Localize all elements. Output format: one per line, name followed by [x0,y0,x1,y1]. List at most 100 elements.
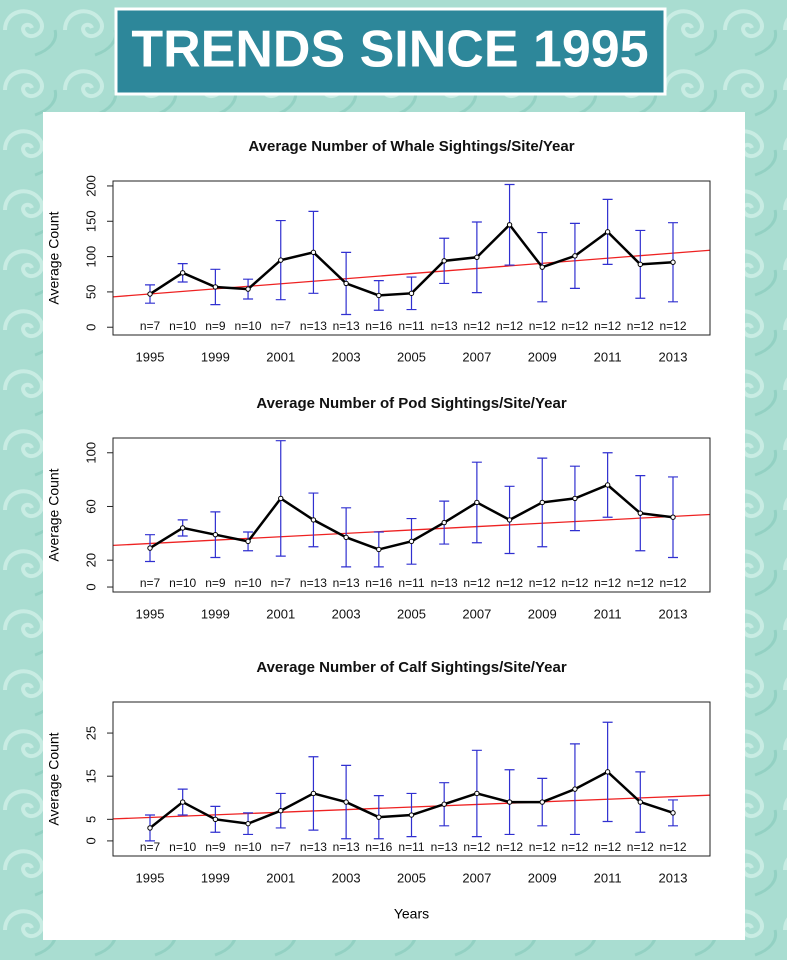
data-point [245,538,251,545]
data-point [408,538,415,545]
n-label: n=12 [561,576,588,590]
data-point [506,222,513,228]
banner-box [114,7,667,96]
y-tick-label: 100 [83,246,98,268]
data-point [343,280,349,287]
data-point [506,517,513,523]
data-point [539,264,545,270]
n-label: n=13 [431,840,458,854]
n-label: n=12 [627,840,654,854]
n-label: n=12 [529,319,556,333]
n-label: n=10 [169,319,196,333]
n-label: n=12 [659,319,686,333]
data-point [474,499,480,506]
data-point [572,786,578,792]
data-point [506,799,513,805]
n-label: n=7 [140,840,161,854]
x-tick-label: 2001 [266,870,295,885]
data-point [637,261,644,268]
n-label: n=13 [333,319,360,333]
data-point [310,790,317,797]
n-label: n=12 [594,840,621,854]
x-tick-label: 2011 [594,349,622,364]
data-point [278,808,284,814]
n-label: n=12 [496,840,523,854]
data-point [408,812,415,818]
data-point [278,257,284,263]
n-label: n=9 [205,840,226,854]
x-tick-label: 1995 [136,349,165,364]
y-tick-label: 200 [83,175,98,197]
data-point [604,769,611,775]
chart-title: Average Number of Whale Sightings/Site/Y… [248,138,574,155]
y-axis-label: Average Count [46,211,62,304]
x-tick-label: 2007 [462,349,491,364]
n-label: n=9 [205,319,226,333]
x-tick-label: 1999 [201,349,230,364]
y-tick-label: 5 [83,816,98,823]
n-label: n=13 [300,319,327,333]
x-tick-label: 2003 [332,606,361,621]
plot-frame [112,701,711,857]
x-tick-label: 2009 [528,606,557,621]
data-point [179,799,186,805]
x-tick-label: 2007 [462,606,491,621]
x-axis-label: Years [394,906,429,922]
data-point [212,531,219,538]
y-tick-label: 0 [83,583,98,590]
n-label: n=12 [529,576,556,590]
data-point [147,825,153,831]
y-tick-label: 0 [83,837,98,844]
chart-title: Average Number of Pod Sightings/Site/Yea… [256,395,567,412]
n-label: n=12 [561,840,588,854]
n-label: n=13 [333,576,360,590]
trend-line [112,249,711,298]
data-point [212,816,219,823]
x-tick-label: 2003 [332,349,361,364]
chart-title: Average Number of Calf Sightings/Site/Ye… [256,659,567,676]
data-point [670,514,676,520]
x-tick-label: 2009 [528,349,557,364]
n-label: n=12 [659,840,686,854]
x-tick-label: 2013 [659,870,688,885]
data-point [441,519,447,526]
y-axis-label: Average Count [46,732,62,825]
data-point [572,253,578,259]
data-point [343,534,349,541]
n-label: n=12 [463,576,490,590]
data-point [670,810,676,816]
n-label: n=7 [140,319,161,333]
y-tick-label: 60 [83,499,98,513]
data-point [408,290,415,297]
x-tick-label: 2001 [266,349,295,364]
x-tick-label: 2007 [462,870,491,885]
x-tick-label: 2013 [659,349,688,364]
x-tick-label: 1999 [201,870,230,885]
n-label: n=12 [561,319,588,333]
plot-frame [112,437,711,593]
n-label: n=10 [169,576,196,590]
n-label: n=16 [365,319,392,333]
data-point [376,814,382,820]
data-point [604,229,611,235]
n-label: n=7 [271,319,292,333]
chart-panel [43,112,745,940]
x-tick-label: 2013 [659,606,688,621]
data-point [310,249,317,256]
n-label: n=7 [271,840,292,854]
data-point [441,258,447,264]
y-tick-label: 15 [83,769,98,783]
data-point [539,799,545,805]
x-tick-label: 1999 [201,606,230,621]
n-label: n=12 [463,319,490,333]
data-point [245,820,251,827]
data-point [572,495,578,502]
banner-title: TRENDS SINCE 1995 [131,21,648,79]
n-label: n=7 [140,576,161,590]
y-tick-label: 20 [83,553,98,567]
x-tick-label: 2005 [397,349,426,364]
n-label: n=12 [594,319,621,333]
data-point [637,510,644,516]
n-label: n=13 [300,840,327,854]
